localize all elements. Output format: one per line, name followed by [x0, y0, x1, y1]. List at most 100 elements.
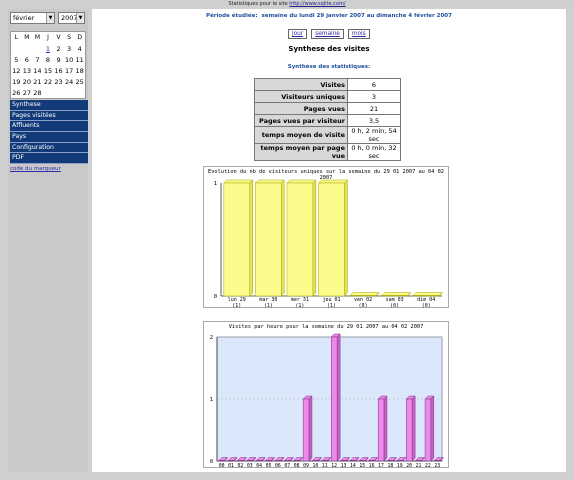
- x-tick-label: 05: [266, 463, 272, 469]
- period-label: Période étudiée:: [206, 13, 258, 19]
- bar: [256, 460, 263, 462]
- calendar-day[interactable]: 18: [75, 66, 84, 75]
- calendar-header-row: L M M J V S D: [11, 32, 85, 43]
- x-tick-sublabel: (1): [327, 303, 336, 309]
- calendar-day[interactable]: 25: [75, 77, 84, 86]
- hourly-visits-chart: Visites par heure pour la semaine du 29 …: [203, 321, 449, 469]
- calendar-day[interactable]: 19: [12, 77, 21, 86]
- calendar-day[interactable]: 9: [56, 55, 61, 64]
- top-bar: Statistiques pour le site http://www.sql…: [0, 0, 574, 8]
- sidebar-menu: Synthese Pages visitées Affluents Pays C…: [10, 100, 88, 172]
- bar: [415, 460, 422, 462]
- menu-item-configuration[interactable]: Configuration: [10, 142, 88, 154]
- stat-label: Visiteurs uniques: [254, 90, 348, 103]
- bar-side: [411, 395, 416, 462]
- stat-value: 3,5: [347, 114, 401, 127]
- y-tick-label: 1: [214, 181, 217, 187]
- bar: [340, 460, 347, 462]
- menu-item-pdf[interactable]: PDF: [10, 153, 88, 165]
- bar: [312, 460, 319, 462]
- calendar-day[interactable]: 1: [45, 44, 51, 53]
- x-tick-label: 15: [359, 463, 365, 469]
- x-tick-label: mer 31: [291, 297, 309, 303]
- day-button[interactable]: jour: [288, 29, 308, 39]
- calendar-day[interactable]: 16: [54, 66, 63, 75]
- calendar-day[interactable]: 8: [45, 55, 51, 64]
- bar: [368, 460, 375, 462]
- month-button[interactable]: mois: [347, 29, 370, 39]
- calendar-day[interactable]: 26: [12, 88, 21, 97]
- calendar-day[interactable]: 10: [64, 55, 74, 64]
- year-select[interactable]: 2007 ▼: [58, 12, 85, 24]
- x-tick-label: 21: [416, 463, 422, 469]
- x-tick-label: sam 03: [386, 297, 404, 303]
- x-tick-label: 14: [350, 463, 356, 469]
- calendar-day[interactable]: 24: [64, 77, 74, 86]
- chevron-down-icon[interactable]: ▼: [76, 13, 84, 23]
- chart-title: Visites par heure pour la semaine du 29 …: [228, 324, 424, 330]
- calendar-header: V: [56, 34, 61, 41]
- calendar-day: [32, 43, 43, 54]
- tag-code-link[interactable]: code du marqueur: [10, 166, 61, 173]
- calendar-day[interactable]: 17: [64, 66, 74, 75]
- period-value: semaine du lundi 29 janvier 2007 au dima…: [261, 13, 452, 19]
- month-select-value: février: [13, 14, 35, 22]
- week-button[interactable]: semaine: [311, 29, 344, 39]
- calendar-day[interactable]: 2: [56, 44, 61, 53]
- bar-side: [336, 333, 341, 462]
- calendar-day[interactable]: 15: [43, 66, 53, 75]
- page-title: Synthese des visites: [288, 45, 370, 53]
- stat-label: temps moyen de visite: [254, 126, 348, 144]
- bar: [227, 460, 235, 462]
- calendar-day: [43, 87, 54, 98]
- x-tick-label: 06: [275, 463, 281, 469]
- menu-item-affluents[interactable]: Affluents: [10, 121, 88, 133]
- bar: [359, 460, 366, 462]
- table-row: Visites 6: [254, 78, 401, 91]
- bar-side: [281, 179, 285, 297]
- calendar-day[interactable]: 3: [67, 44, 72, 53]
- calendar-header: J: [47, 34, 49, 41]
- bar: [274, 460, 282, 462]
- calendar-day[interactable]: 11: [75, 55, 84, 64]
- chevron-down-icon[interactable]: ▼: [46, 13, 54, 23]
- stat-label: Pages vues par visiteur: [254, 114, 348, 127]
- main-content: Période étudiée: semaine du lundi 29 jan…: [92, 9, 566, 472]
- calendar-header: M: [24, 34, 30, 41]
- menu-item-pays[interactable]: Pays: [10, 132, 88, 143]
- calendar-day[interactable]: 12: [12, 66, 21, 75]
- bar: [387, 460, 394, 462]
- bar-side: [430, 395, 435, 462]
- x-tick-label: 11: [322, 463, 328, 469]
- top-bar-text: Statistiques pour le site: [228, 1, 288, 7]
- y-tick-label: 1: [210, 397, 213, 403]
- calendar-week: 12 13 14 15 16 17 18: [11, 65, 85, 76]
- calendar-day[interactable]: 14: [33, 66, 42, 75]
- site-link[interactable]: http://www.sqlite.com/: [289, 1, 346, 7]
- menu-item-synthese[interactable]: Synthese: [10, 100, 88, 111]
- menu-item-pages-visitees[interactable]: Pages visitées: [10, 110, 88, 122]
- calendar-day[interactable]: 5: [14, 55, 19, 64]
- calendar-day[interactable]: 21: [33, 77, 42, 86]
- calendar-day[interactable]: 6: [24, 55, 29, 64]
- calendar-day[interactable]: 13: [22, 66, 31, 75]
- calendar-day[interactable]: 20: [22, 77, 31, 86]
- calendar-day[interactable]: 22: [43, 77, 53, 86]
- x-tick-label: 03: [247, 463, 253, 469]
- x-tick-label: 01: [228, 463, 234, 469]
- calendar-day: [11, 43, 22, 54]
- x-tick-sublabel: (0): [422, 303, 431, 309]
- calendar-day[interactable]: 28: [33, 88, 42, 97]
- month-select[interactable]: février ▼: [10, 12, 55, 24]
- bar: [349, 460, 357, 462]
- x-tick-label: 16: [369, 463, 375, 469]
- calendar-day[interactable]: 23: [54, 77, 63, 86]
- table-row: Pages vues 21: [254, 102, 401, 115]
- calendar-day[interactable]: 27: [22, 88, 31, 97]
- stat-value: 0 h, 2 min, 54 sec: [347, 126, 401, 144]
- calendar-day[interactable]: 4: [77, 44, 82, 53]
- stat-value: 6: [347, 78, 401, 91]
- calendar-day[interactable]: 7: [35, 55, 40, 64]
